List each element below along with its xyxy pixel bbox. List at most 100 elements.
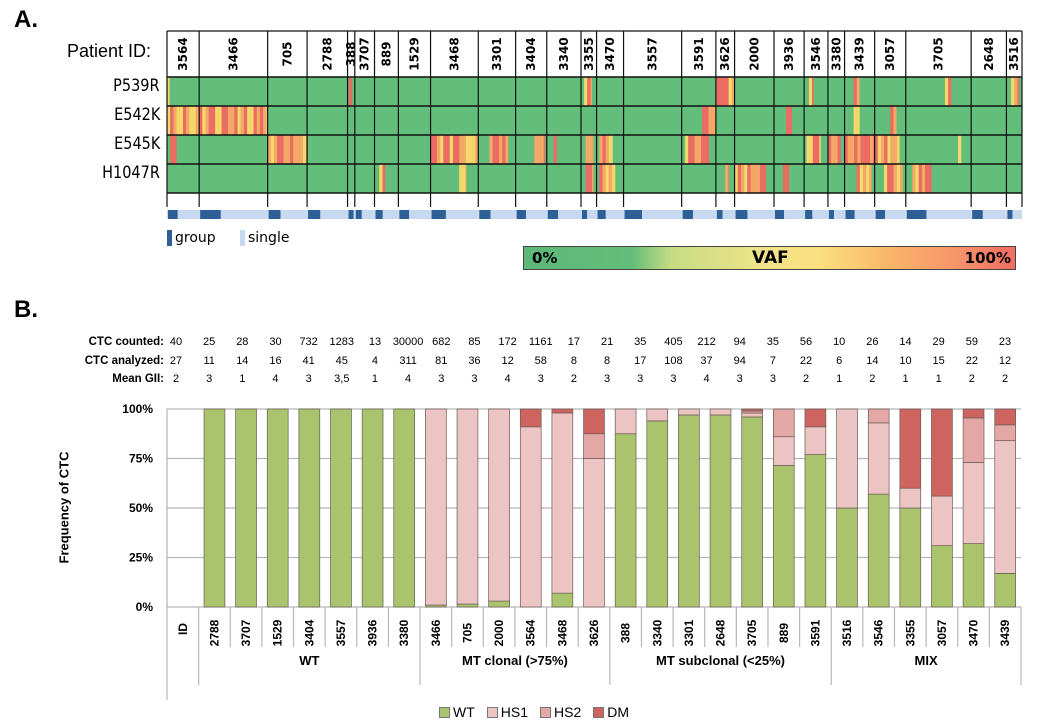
mutation-cell	[237, 106, 241, 135]
x-tick-label: 3707	[239, 619, 253, 646]
ctc-analyzed-value: 14	[236, 355, 249, 367]
ctc-counted-value: 25	[203, 336, 216, 348]
bar-segment-dm	[962, 408, 985, 419]
mutation-cell	[789, 106, 793, 135]
bar-segment-hs1	[709, 408, 732, 416]
mutation-cell	[945, 77, 949, 106]
y-tick-label: 0%	[136, 600, 154, 614]
cell-type-bar-single	[596, 210, 624, 219]
mutation-cell	[433, 135, 437, 164]
cell-type-bar-single	[681, 210, 716, 219]
cell-type-bar-single	[546, 210, 582, 219]
bar-segment-dm	[931, 408, 953, 497]
legend-swatch-icon	[439, 706, 450, 718]
patient-id: 3705	[931, 37, 945, 70]
bar-segment-wt	[678, 414, 700, 608]
patient-id: 3301	[490, 37, 504, 70]
mutation-cell	[701, 135, 705, 164]
cell-type-bar-group	[845, 210, 855, 219]
legend-item-hs1: HS1	[486, 704, 528, 720]
mutation-cell	[915, 164, 919, 193]
mutation-cell	[227, 106, 232, 135]
mutation-cell	[734, 164, 738, 193]
cell-type-bar-group	[972, 210, 983, 219]
x-tick-label: 3380	[397, 619, 411, 646]
mutation-cell	[602, 164, 606, 193]
mutation-cell	[816, 135, 820, 164]
mutation-cell	[856, 77, 860, 106]
x-tick-label: 1529	[271, 619, 285, 646]
mutation-cell	[590, 77, 592, 106]
mutation-cell	[728, 77, 732, 106]
ctc-analyzed-value: 108	[664, 355, 683, 367]
mutation-cell	[702, 106, 706, 135]
mutation-cell	[280, 135, 284, 164]
cell-type-bar-group	[375, 210, 383, 219]
mean-gii-value: 2	[802, 373, 810, 385]
patient-id: 3380	[829, 37, 843, 70]
ctc-analyzed-label: CTC analyzed:	[84, 355, 164, 367]
mutation-cell	[274, 135, 278, 164]
mean-gii-value: 4	[703, 373, 710, 385]
ctc-counted-value: 1283	[329, 336, 355, 348]
patient-id: 3468	[447, 37, 461, 70]
x-tick-label: 3705	[745, 619, 759, 646]
vaf-max-label: 100%	[964, 249, 1011, 267]
mutation-cell	[584, 77, 588, 106]
mean-gii-value: 3	[670, 373, 677, 385]
mutation-cell	[719, 77, 723, 106]
ctc-analyzed-value: 17	[634, 355, 647, 367]
cell-type-bar-group	[582, 210, 588, 219]
mutation-cell	[844, 135, 848, 164]
mutation-cell	[585, 135, 589, 164]
mutation-cell	[728, 164, 729, 193]
bar-segment-hs1	[899, 487, 922, 509]
cell-type-bar-group	[875, 210, 885, 219]
mutation-cell	[440, 135, 444, 164]
mutation-heatmap: 3564 3466 705 2788 388 3707 889 1529 3468 3301 340…	[166, 30, 1023, 219]
x-tick-label: 3936	[366, 619, 380, 646]
patient-id: 3626	[718, 37, 732, 70]
group-label: MT subclonal (<25%)	[656, 653, 785, 668]
mutation-cell	[456, 135, 460, 164]
bar-segment-wt	[772, 465, 795, 608]
x-tick-label: 388	[619, 623, 633, 643]
mutation-cell	[211, 106, 216, 135]
mutation-cell	[881, 135, 885, 164]
ctc-analyzed-value: 15	[932, 355, 945, 367]
ctc-analyzed-value: 8	[570, 355, 577, 367]
x-tick-label: 3355	[903, 619, 917, 646]
ctc-analyzed-value: 10	[899, 355, 912, 367]
mutation-cell	[691, 135, 695, 164]
bar-segment-dm	[899, 408, 922, 489]
mutation-cell	[218, 106, 222, 135]
y-axis-title: Frequency of CTC	[56, 451, 72, 564]
mutation-label: P539R	[113, 76, 160, 96]
mutation-cell	[863, 164, 867, 193]
mutation-cell	[874, 135, 878, 164]
mean-gii-value: 3	[305, 373, 312, 385]
mutation-cell	[585, 164, 589, 193]
mean-gii-value: 4	[405, 373, 412, 385]
bar-segment-wt	[994, 572, 1016, 608]
ctc-counted-value: 85	[468, 336, 481, 348]
bar-segment-wt	[330, 408, 352, 608]
mutation-cell	[430, 135, 434, 164]
bar-segment-hs2	[583, 433, 605, 459]
bar-segment-wt	[709, 414, 732, 608]
cell-type-bar-single	[515, 210, 547, 219]
cell-type-bar-single	[478, 210, 516, 219]
mutation-cell	[890, 135, 894, 164]
x-tick-label: 3301	[682, 619, 696, 646]
mutation-cell	[948, 77, 952, 106]
cell-type-bar-single	[774, 210, 805, 219]
x-tick-label: 889	[777, 623, 791, 643]
mutation-cell	[250, 106, 254, 135]
y-tick-label: 50%	[129, 501, 153, 515]
patient-id: 705	[280, 41, 294, 66]
mutation-cell	[808, 77, 813, 106]
group-label: MIX	[915, 653, 938, 668]
ctc-counted-value: 212	[697, 336, 716, 348]
mutation-cell	[737, 164, 741, 193]
x-tick-label: 3404	[302, 619, 316, 646]
